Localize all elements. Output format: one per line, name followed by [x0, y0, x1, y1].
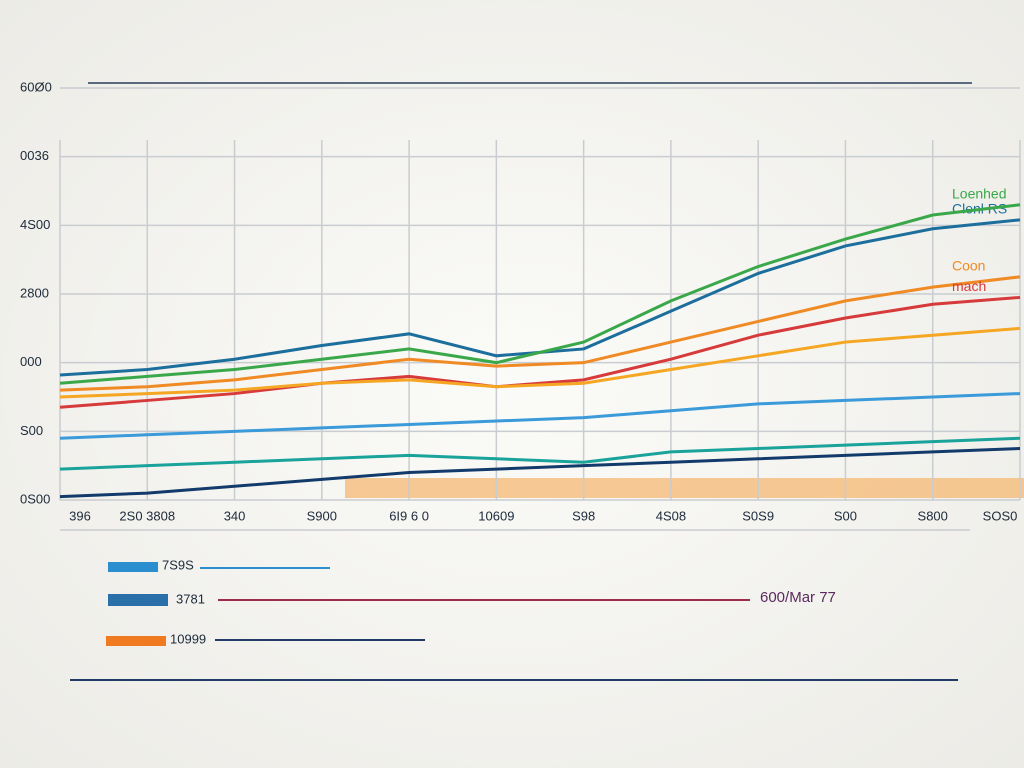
- y-tick-label: 4S00: [20, 217, 50, 232]
- legend-label: Coon: [952, 258, 985, 274]
- y-tick-label: 0036: [20, 148, 49, 163]
- annotation-bar: [108, 594, 168, 606]
- series-line: [59, 295, 1021, 409]
- legend-label: mach: [952, 278, 986, 294]
- y-tick-label: 000: [20, 354, 42, 369]
- x-tick-label: 4S08: [656, 508, 686, 523]
- y-tick-label: S00: [20, 423, 43, 438]
- series-line: [59, 392, 1021, 440]
- x-tick-label: 396: [69, 508, 91, 523]
- y-tick-label: 0S00: [20, 491, 50, 506]
- annotation-bar: [108, 562, 158, 572]
- x-tick-label: 10609: [478, 508, 514, 523]
- x-tick-label: S0S9: [742, 508, 774, 523]
- x-tick-label: 6I9 6 0: [389, 508, 429, 523]
- annotation: 3781: [176, 591, 205, 606]
- series-line: [59, 275, 1021, 392]
- lower-panel: 7S9S 3781 10999 600/Mar 77: [106, 557, 836, 646]
- legend-label: Loenhed: [952, 185, 1007, 201]
- series-line: [59, 326, 1021, 399]
- area-band: [345, 478, 1024, 498]
- series-line: [59, 447, 1021, 499]
- x-tick-label: SOS0: [983, 508, 1018, 523]
- series-line: [59, 203, 1021, 385]
- annotation: 10999: [170, 631, 206, 646]
- annotation: 600/Mar 77: [760, 589, 836, 606]
- x-tick-label: S98: [572, 508, 595, 523]
- annotation-bar: [106, 636, 166, 646]
- y-tick-label: 60Ø0: [20, 79, 52, 94]
- x-tick-label: S900: [307, 508, 337, 523]
- x-tick-label: S00: [834, 508, 857, 523]
- x-tick-label: 340: [224, 508, 246, 523]
- x-tick-label: 2S0 3808: [119, 508, 175, 523]
- y-tick-label: 2800: [20, 285, 49, 300]
- annotation: 7S9S: [162, 557, 194, 572]
- series-line: [59, 436, 1021, 471]
- x-tick-label: S800: [918, 508, 948, 523]
